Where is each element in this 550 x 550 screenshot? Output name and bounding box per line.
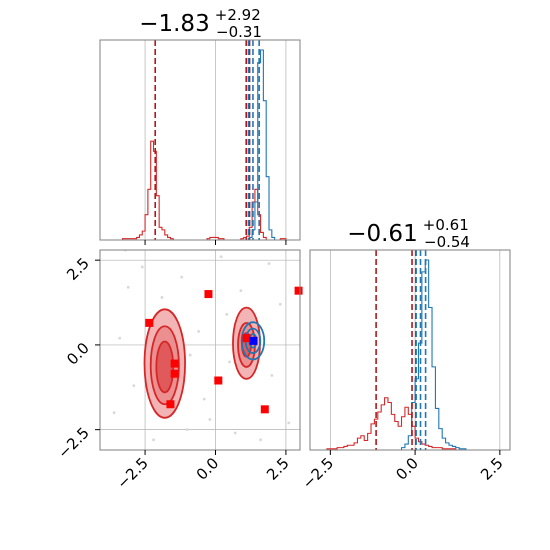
faint-sample-12 xyxy=(208,418,212,421)
panel2d-ytick-label-2: 2.5 xyxy=(63,254,93,284)
axes-frame-2d xyxy=(99,249,301,451)
faint-sample-19 xyxy=(219,255,223,259)
quantile-lines-param2 xyxy=(375,250,427,450)
param2-xtick-label-0: −2.5 xyxy=(299,454,337,492)
hist-param1-blue xyxy=(100,49,300,240)
markers-2d xyxy=(145,286,303,414)
red-marker-7 xyxy=(260,405,269,414)
faint-sample-16 xyxy=(287,421,291,425)
panel-hist-param2: −2.5 0.0 2.5 −0.61 +0.61 −0.54 xyxy=(299,216,511,493)
faint-sample-1 xyxy=(140,265,144,269)
panel-2d: −2.5 0.0 2.5 −2.5 0.0 2.5 xyxy=(54,249,303,493)
red-marker-5 xyxy=(214,376,223,385)
axes-frame-param2 xyxy=(309,249,511,451)
title-param2-plus: +0.61 xyxy=(423,216,469,234)
panel2d-xtick-label-1: 0.0 xyxy=(193,454,223,484)
hist-param2-blue xyxy=(310,259,510,450)
red-marker-3 xyxy=(170,359,179,368)
faint-sample-4 xyxy=(112,411,116,415)
title-param2: −0.61 +0.61 xyxy=(347,216,469,247)
axes-frame-param1 xyxy=(99,39,301,241)
faint-sample-14 xyxy=(278,302,282,306)
hist-param2-red xyxy=(310,397,510,450)
blue-contour-0 xyxy=(240,321,266,361)
hist-param2-series xyxy=(310,259,510,450)
faint-sample-2 xyxy=(118,336,122,340)
red-marker-0 xyxy=(145,318,154,327)
faint-samples xyxy=(112,250,291,442)
faint-sample-7 xyxy=(188,353,192,357)
faint-sample-3 xyxy=(132,384,136,387)
ticks-param1 xyxy=(144,240,287,245)
title-param1-minus: −0.31 xyxy=(216,23,262,41)
faint-sample-15 xyxy=(267,262,271,265)
red-contours xyxy=(143,306,261,419)
param2-xtick-label-1: 0.0 xyxy=(392,454,422,484)
faint-sample-9 xyxy=(225,313,229,316)
faint-sample-11 xyxy=(233,431,237,435)
red-marker-2 xyxy=(170,369,179,378)
param2-xtick-label-2: 2.5 xyxy=(477,454,507,484)
faint-sample-21 xyxy=(259,438,262,442)
blue-marker xyxy=(249,336,258,345)
faint-sample-10 xyxy=(228,360,231,364)
title-param2-value: −0.61 xyxy=(347,221,417,247)
red-marker-8 xyxy=(294,286,303,295)
panel2d-xtick-label-2: 2.5 xyxy=(263,454,293,484)
faint-sample-22 xyxy=(152,438,155,442)
title-param1: −1.83 +2.92 xyxy=(139,6,261,37)
quantile-lines-param1 xyxy=(154,40,260,240)
title-param1-plus: +2.92 xyxy=(215,6,261,24)
hist-param1-series xyxy=(100,49,300,240)
red-marker-6 xyxy=(242,334,251,343)
panel-hist-param1: −1.83 +2.92 −0.31 xyxy=(99,6,301,245)
panel2d-ytick-label-1: 0.0 xyxy=(63,339,93,369)
faint-sample-13 xyxy=(270,374,274,377)
faint-sample-23 xyxy=(239,289,243,293)
ticks-param2: −2.5 0.0 2.5 xyxy=(299,450,507,493)
panel2d-ytick-label-0: −2.5 xyxy=(54,424,92,462)
faint-sample-6 xyxy=(197,329,200,333)
title-param1-value: −1.83 xyxy=(139,11,209,37)
grid-param1 xyxy=(144,40,287,240)
title-param2-minus: −0.54 xyxy=(424,233,470,251)
panel2d-xtick-label-0: −2.5 xyxy=(113,454,151,492)
red-marker-4 xyxy=(204,290,213,299)
grid-2d xyxy=(100,250,300,450)
faint-sample-0 xyxy=(126,285,130,289)
hist-param1-red xyxy=(100,140,300,240)
faint-sample-8 xyxy=(202,397,206,401)
red-marker-1 xyxy=(166,400,175,409)
faint-sample-5 xyxy=(180,275,184,279)
faint-sample-17 xyxy=(160,296,164,299)
faint-sample-18 xyxy=(185,428,189,432)
